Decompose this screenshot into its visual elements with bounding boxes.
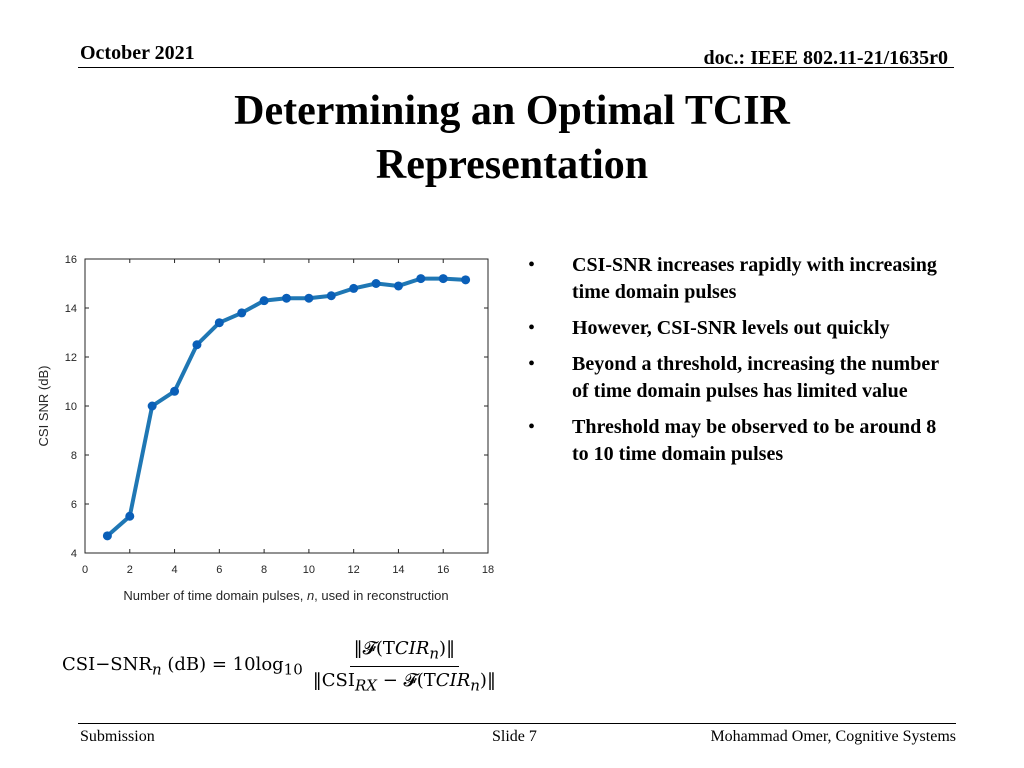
bullet-list: • CSI-SNR increases rapidly with increasi… — [528, 252, 948, 477]
data-point — [304, 293, 314, 303]
x-tick-label: 16 — [437, 564, 449, 576]
slide-title: Determining an Optimal TCIR Representati… — [0, 84, 1024, 192]
bullet-item: • However, CSI-SNR levels out quickly — [528, 315, 948, 342]
header-doc-id: doc.: IEEE 802.11-21/1635r0 — [703, 47, 948, 69]
footer-slide-number: Slide 7 — [492, 728, 537, 745]
data-point — [237, 308, 247, 318]
x-tick-label: 10 — [303, 564, 315, 576]
bullet-text: Threshold may be observed to be around 8… — [572, 416, 937, 465]
x-tick-label: 4 — [171, 564, 177, 576]
x-axis-label: Number of time domain pulses, n, used in… — [123, 588, 448, 603]
formula-fraction: ‖𝓕(T𝐶𝐼𝑅n)‖ ‖CSIRX − 𝓕(T𝐶𝐼𝑅n)‖ — [309, 638, 500, 694]
y-tick-label: 12 — [65, 352, 77, 364]
data-point — [259, 296, 269, 306]
y-axis-label: CSI SNR (dB) — [36, 366, 51, 447]
x-tick-label: 6 — [216, 564, 222, 576]
data-point — [416, 274, 426, 284]
plot-area-frame — [84, 258, 489, 554]
bullet-dot: • — [528, 416, 536, 438]
csi-snr-line-chart: 0 2 4 6 8 10 12 14 16 18 4 6 8 10 12 14 16 CSI SNR (dB)… — [36, 254, 494, 603]
y-tick-label: 16 — [65, 254, 77, 266]
bullet-text: However, CSI-SNR levels out quickly — [572, 317, 890, 339]
formula-numerator: ‖𝓕(T𝐶𝐼𝑅n)‖ — [349, 638, 460, 667]
bullet-dot: • — [528, 317, 536, 339]
bullet-dot: • — [528, 254, 536, 276]
data-point — [170, 386, 180, 396]
y-tick-label: 4 — [71, 548, 77, 560]
x-tick-label: 0 — [82, 564, 88, 576]
x-tick-label: 2 — [127, 564, 133, 576]
y-tick-label: 6 — [71, 499, 77, 511]
footer-divider — [78, 723, 956, 724]
y-tick-label: 14 — [65, 303, 77, 315]
data-point — [214, 318, 224, 328]
bullet-item: • Threshold may be observed to be around … — [528, 414, 948, 468]
bullet-text: Beyond a threshold, increasing the numbe… — [572, 353, 939, 402]
bullet-text: CSI-SNR increases rapidly with increasin… — [572, 254, 937, 303]
x-tick-label: 18 — [482, 564, 494, 576]
data-point — [349, 283, 359, 293]
bullet-dot: • — [528, 353, 536, 375]
bullet-item: • Beyond a threshold, increasing the numb… — [528, 351, 948, 405]
series-points — [102, 274, 471, 541]
data-point — [461, 275, 471, 285]
x-axis-ticks: 0 2 4 6 8 10 12 14 16 18 — [82, 259, 494, 576]
slide-title-line2: Representation — [375, 142, 649, 188]
header-divider — [78, 67, 954, 68]
data-point — [125, 511, 135, 521]
data-point — [102, 531, 112, 541]
data-point — [438, 274, 448, 284]
slide-title-line1: Determining an Optimal TCIR — [234, 88, 790, 134]
data-point — [393, 281, 403, 291]
x-tick-label: 12 — [348, 564, 360, 576]
data-point — [282, 293, 291, 303]
footer-submission: Submission — [80, 728, 155, 745]
data-point — [147, 401, 157, 411]
y-tick-label: 8 — [71, 450, 77, 462]
footer-author: Mohammad Omer, Cognitive Systems — [710, 728, 956, 745]
data-point — [192, 340, 202, 350]
csi-snr-formula: CSI−SNRn (dB) = 10log10 ‖𝓕(T𝐶𝐼𝑅n)‖ ‖CSIR… — [62, 636, 500, 696]
data-point — [371, 279, 381, 288]
x-tick-label: 8 — [261, 564, 267, 576]
bullet-item: • CSI-SNR increases rapidly with increasi… — [528, 252, 948, 306]
y-axis-ticks: 4 6 8 10 12 14 16 — [65, 254, 488, 560]
y-tick-label: 10 — [65, 401, 77, 413]
formula-lhs: CSI−SNRn (dB) = 10log10 — [62, 653, 303, 679]
header-date: October 2021 — [80, 42, 195, 64]
data-point — [326, 291, 336, 301]
x-tick-label: 14 — [392, 564, 404, 576]
formula-denominator: ‖CSIRX − 𝓕(T𝐶𝐼𝑅n)‖ — [312, 669, 496, 695]
